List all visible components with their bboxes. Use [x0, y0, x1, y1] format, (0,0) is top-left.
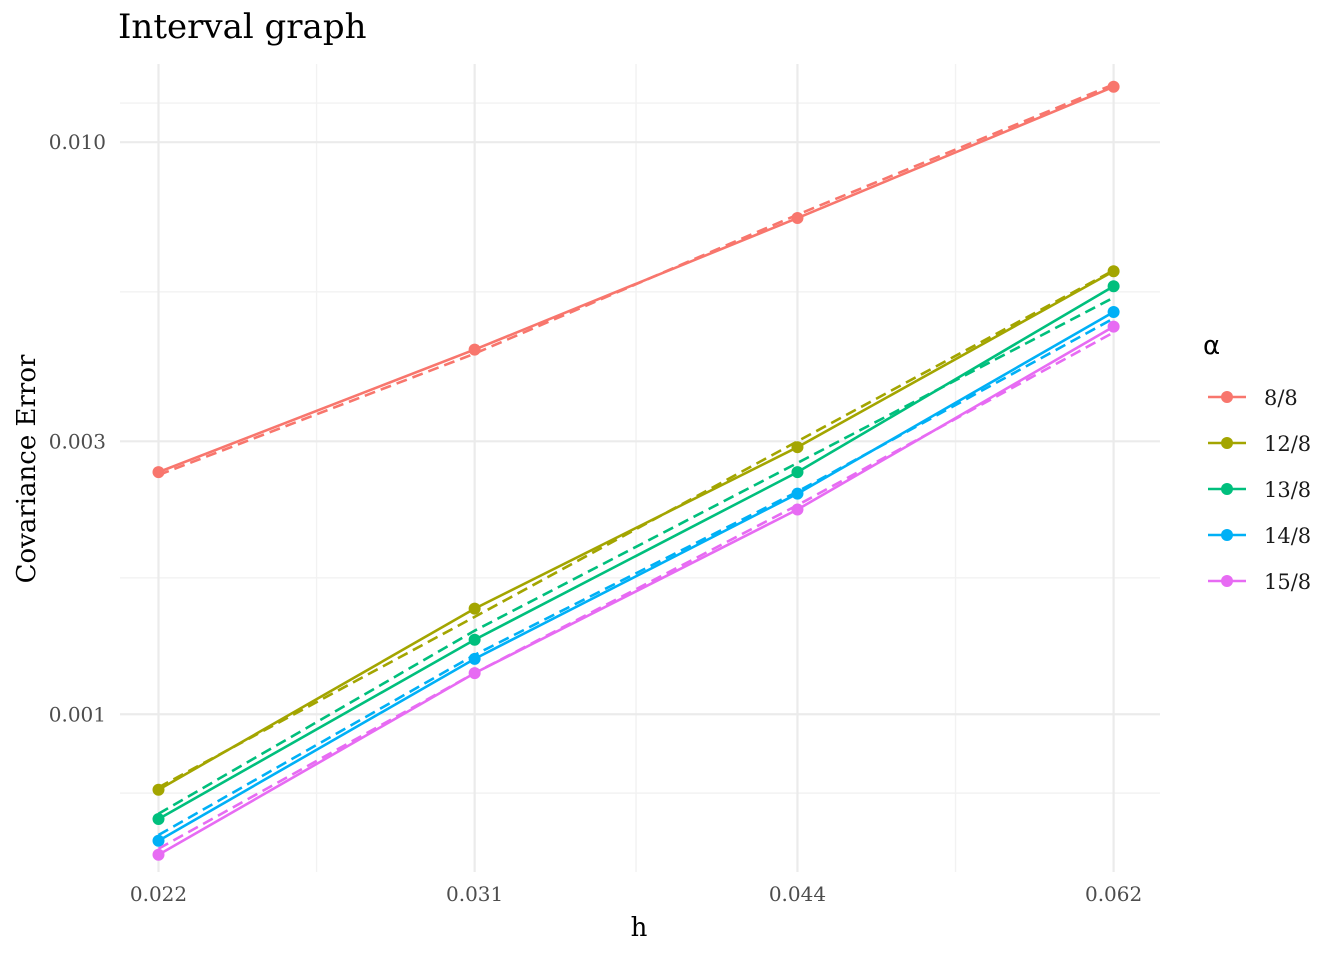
series-14-8-point: [468, 652, 481, 665]
series-12-8-point: [152, 783, 165, 796]
series-15-8-point: [468, 667, 481, 680]
series-13-8-line: [157, 285, 1115, 821]
plot-series: [152, 80, 1120, 861]
series-8-8-point: [791, 212, 804, 225]
y-tick-label: 0.010: [49, 130, 106, 154]
series-15-8-line: [157, 325, 1115, 856]
legend: α 8/8 12/8 13/8 14/8 15/8: [1203, 331, 1311, 594]
series-15-8-point: [791, 503, 804, 516]
legend-label-12-8: 12/8: [1264, 432, 1311, 456]
y-tick-label: 0.001: [49, 702, 106, 726]
series-14-8-fit-line: [157, 317, 1115, 837]
series-13-8-point: [791, 466, 804, 479]
series-13-8-point: [468, 633, 481, 646]
series-14-8-point: [791, 487, 804, 500]
series-12-8-point: [791, 441, 804, 454]
legend-label-14-8: 14/8: [1264, 524, 1311, 548]
legend-key-point-14-8: [1221, 529, 1233, 541]
x-axis-title: h: [631, 913, 648, 943]
x-tick-label: 0.031: [446, 882, 503, 906]
series-15-8-point: [1107, 320, 1120, 333]
x-tick-label: 0.044: [769, 882, 826, 906]
series-13-8-point: [1107, 280, 1120, 293]
legend-label-13-8: 13/8: [1264, 478, 1311, 502]
legend-key-point-12-8: [1221, 437, 1233, 449]
series-15-8-point: [152, 848, 165, 861]
x-tick-label: 0.062: [1085, 882, 1142, 906]
axis-ticks: 0.022 0.031 0.044 0.062 0.001 0.003 0.010: [49, 130, 1143, 906]
x-tick-label: 0.022: [130, 882, 187, 906]
series-14-8-point: [1107, 305, 1120, 318]
series-12-8-point: [1107, 265, 1120, 278]
series-12-8-fit-line: [157, 269, 1115, 789]
series-8-8-point: [468, 343, 481, 356]
legend-key-point-8-8: [1221, 391, 1233, 403]
legend-label-15-8: 15/8: [1264, 570, 1311, 594]
series-14-8-line: [157, 310, 1115, 842]
legend-title: α: [1203, 331, 1220, 361]
series-13-8-point: [152, 813, 165, 826]
series-12-8-point: [468, 602, 481, 615]
y-tick-label: 0.003: [49, 429, 106, 453]
series-12-8-line: [157, 270, 1115, 791]
plot-grid: [120, 64, 1160, 872]
legend-key-point-15-8: [1221, 575, 1233, 587]
series-8-8-point: [152, 466, 165, 479]
legend-label-8-8: 8/8: [1264, 386, 1298, 410]
y-axis-title: Covariance Error: [12, 354, 42, 583]
series-8-8-line: [158, 85, 1115, 474]
series-8-8-point: [1107, 80, 1120, 93]
legend-key-point-13-8: [1221, 483, 1233, 495]
chart-title: Interval graph: [118, 7, 366, 47]
series-14-8-point: [152, 834, 165, 847]
